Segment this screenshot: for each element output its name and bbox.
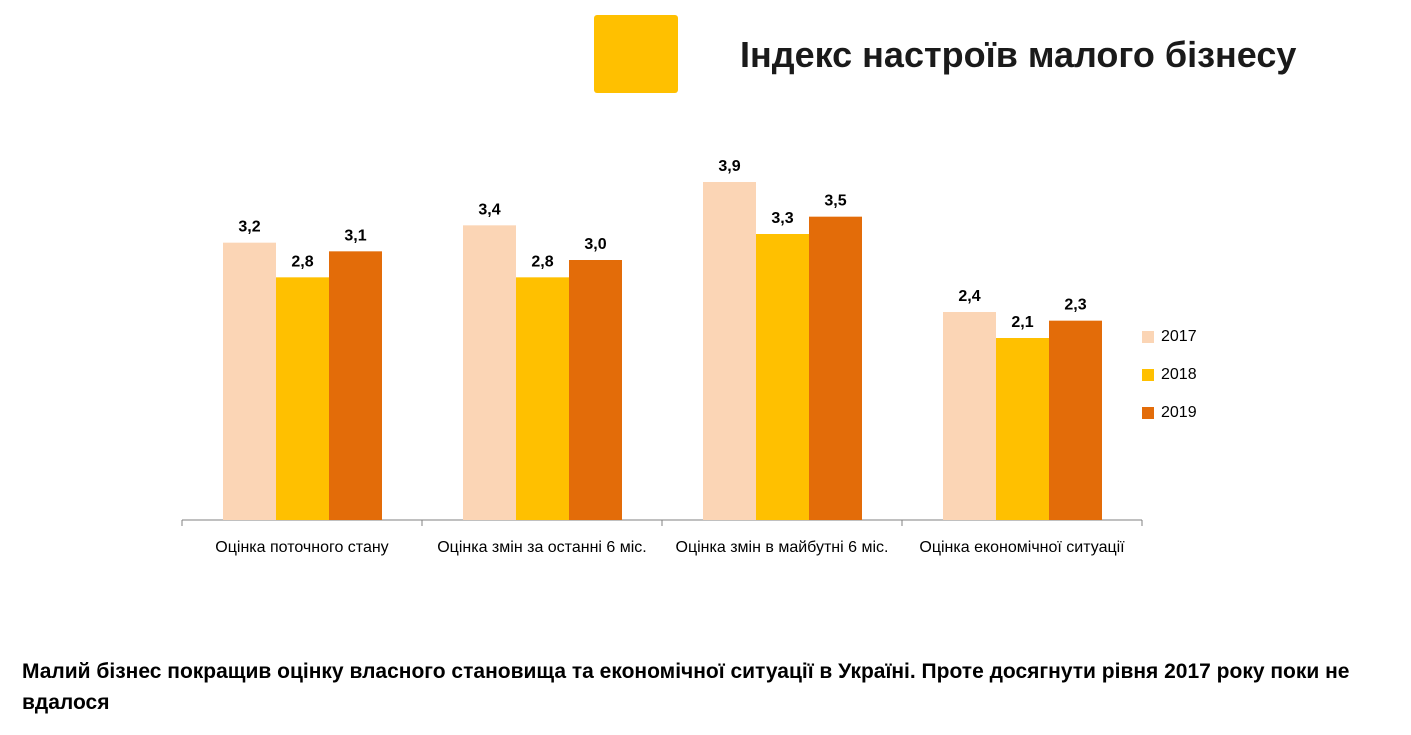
bar-2018 bbox=[996, 338, 1049, 520]
bar-2019 bbox=[569, 260, 622, 520]
page-title: Індекс настроїв малого бізнесу bbox=[740, 34, 1297, 75]
bar-2019 bbox=[809, 216, 862, 520]
bar-2018 bbox=[756, 234, 809, 520]
legend-item: 2019 bbox=[1142, 394, 1197, 432]
data-label: 3,0 bbox=[584, 236, 606, 253]
data-label: 3,3 bbox=[771, 210, 793, 227]
bar-2017 bbox=[943, 312, 996, 520]
bar-2019 bbox=[1049, 320, 1102, 520]
category-label: Оцінка економічної ситуації bbox=[919, 539, 1125, 556]
legend-item: 2017 bbox=[1142, 318, 1197, 356]
data-label: 3,5 bbox=[824, 193, 846, 210]
category-label: Оцінка змін в майбутні 6 міс. bbox=[675, 539, 889, 556]
bar-2017 bbox=[223, 242, 276, 520]
bar-2017 bbox=[703, 182, 756, 520]
legend-swatch bbox=[1142, 407, 1154, 419]
data-label: 2,8 bbox=[531, 253, 553, 270]
legend-label: 2017 bbox=[1161, 328, 1197, 345]
data-label: 3,1 bbox=[344, 227, 366, 244]
legend-item: 2018 bbox=[1142, 356, 1197, 394]
legend-swatch bbox=[1142, 331, 1154, 343]
bar-2017 bbox=[463, 225, 516, 521]
data-label: 3,2 bbox=[238, 219, 260, 236]
accent-square bbox=[594, 15, 678, 93]
category-label: Оцінка змін за останні 6 міс. bbox=[437, 539, 647, 556]
data-label: 3,9 bbox=[718, 158, 740, 175]
data-label: 2,4 bbox=[958, 288, 980, 305]
data-label: 2,3 bbox=[1064, 297, 1086, 314]
data-label: 3,4 bbox=[478, 201, 500, 218]
bar-chart: 3,2 2,8 3,1 3,4 2,8 3,0 3,9 3,3 3,5 2,4 2,1 2,3 bbox=[181, 158, 1143, 526]
bar-2019 bbox=[329, 251, 382, 521]
legend-label: 2018 bbox=[1161, 366, 1197, 383]
category-label: Оцінка поточного стану bbox=[215, 539, 389, 556]
bar-2018 bbox=[276, 277, 329, 520]
data-label: 2,1 bbox=[1011, 314, 1033, 331]
chart-legend: 2017 2018 2019 bbox=[1142, 318, 1197, 432]
legend-label: 2019 bbox=[1161, 404, 1197, 421]
footer-note: Малий бізнес покращив оцінку власного ст… bbox=[22, 660, 1350, 714]
bar-2018 bbox=[516, 277, 569, 520]
legend-swatch bbox=[1142, 369, 1154, 381]
data-label: 2,8 bbox=[291, 253, 313, 270]
